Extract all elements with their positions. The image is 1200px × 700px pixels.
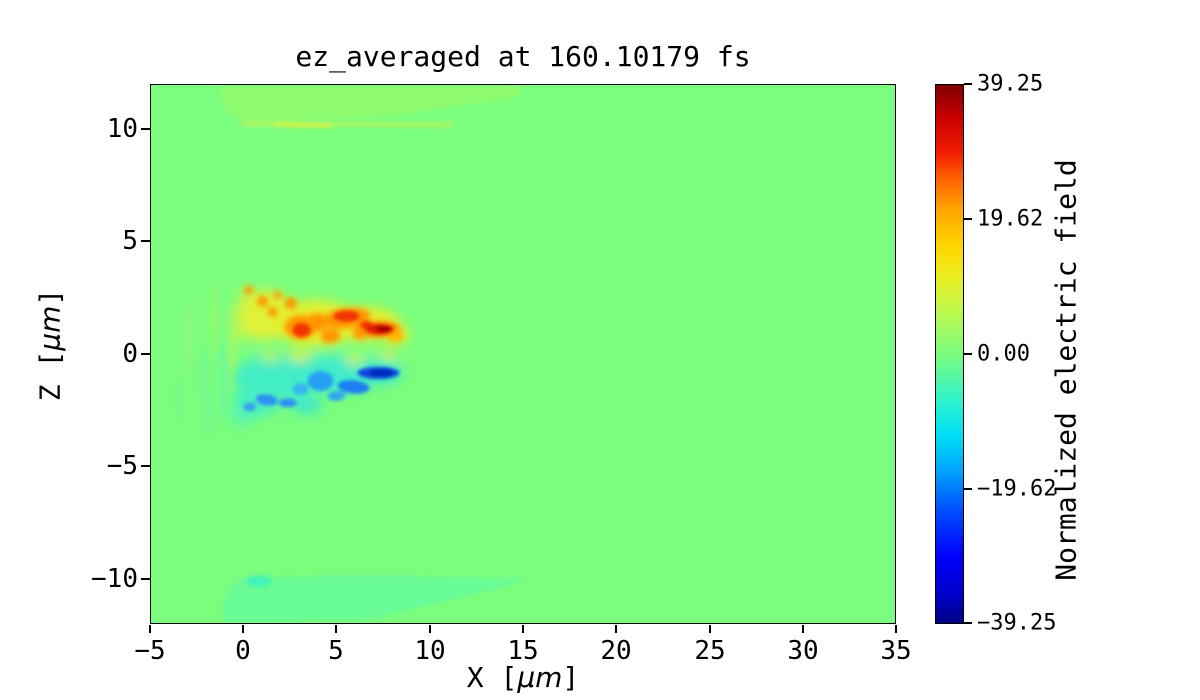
- plot-area: [150, 84, 896, 624]
- y-tick-mark: [141, 578, 150, 580]
- y-tick-label: −10: [91, 564, 138, 594]
- colorbar-label: Normalized electric field: [1049, 159, 1083, 581]
- colorbar-tick-mark: [964, 622, 972, 624]
- x-tick-mark: [335, 625, 337, 633]
- colorbar-tick-label: −19.62: [977, 476, 1057, 502]
- x-tick-mark: [149, 625, 151, 633]
- x-tick-label: 20: [600, 636, 632, 666]
- y-tick-mark: [141, 128, 150, 130]
- x-tick-mark: [429, 625, 431, 633]
- x-tick-mark: [522, 625, 524, 633]
- y-tick-label: 5: [122, 226, 138, 256]
- colorbar-tick-mark: [964, 218, 972, 220]
- x-tick-label: 30: [787, 636, 819, 666]
- positive-cores: [292, 310, 394, 338]
- y-axis-label-pre: Z [: [33, 350, 67, 402]
- colorbar-tick-mark: [964, 488, 972, 490]
- x-axis-label-pre: X [: [466, 661, 518, 694]
- y-tick-label: 0: [122, 339, 138, 369]
- y-tick-mark: [141, 353, 150, 355]
- x-tick-mark: [802, 625, 804, 633]
- lower-edge-wedge: [222, 575, 523, 623]
- negative-cores: [243, 366, 400, 412]
- x-tick-label: −5: [134, 636, 166, 666]
- upper-edge-wedge: [220, 85, 523, 128]
- x-tick-label: 35: [880, 636, 912, 666]
- x-tick-label: 25: [694, 636, 726, 666]
- colorbar-tick-label: 0.00: [977, 341, 1030, 367]
- y-axis-label-mu: μm: [33, 305, 67, 351]
- y-axis-label: Z [μm]: [34, 289, 67, 402]
- colorbar-tick-label: 19.62: [977, 206, 1044, 232]
- heatmap-background: [151, 85, 895, 623]
- y-tick-label: −5: [106, 451, 138, 481]
- heatmap-canvas: [151, 85, 895, 623]
- y-tick-mark: [141, 465, 150, 467]
- colorbar-gradient: [935, 84, 964, 624]
- x-tick-label: 0: [235, 636, 251, 666]
- colorbar-tick-label: −39.25: [977, 610, 1057, 636]
- chart-title: ez_averaged at 160.10179 fs: [295, 40, 751, 73]
- x-tick-mark: [242, 625, 244, 633]
- x-axis-label-mu: μm: [517, 661, 563, 694]
- x-tick-label: 15: [507, 636, 539, 666]
- left-fade-ripples: [175, 281, 238, 438]
- x-axis-label: X [μm]: [467, 661, 580, 694]
- x-tick-mark: [615, 625, 617, 633]
- y-tick-label: 10: [106, 114, 138, 144]
- y-axis-label-post: ]: [33, 288, 67, 306]
- x-tick-mark: [895, 625, 897, 633]
- colorbar-tick-mark: [964, 83, 972, 85]
- colorbar-tick-mark: [964, 353, 972, 355]
- x-axis-label-post: ]: [562, 661, 580, 694]
- x-tick-label: 5: [328, 636, 344, 666]
- y-tick-mark: [141, 240, 150, 242]
- x-tick-mark: [709, 625, 711, 633]
- colorbar-tick-label: 39.25: [977, 71, 1044, 97]
- x-tick-label: 10: [414, 636, 446, 666]
